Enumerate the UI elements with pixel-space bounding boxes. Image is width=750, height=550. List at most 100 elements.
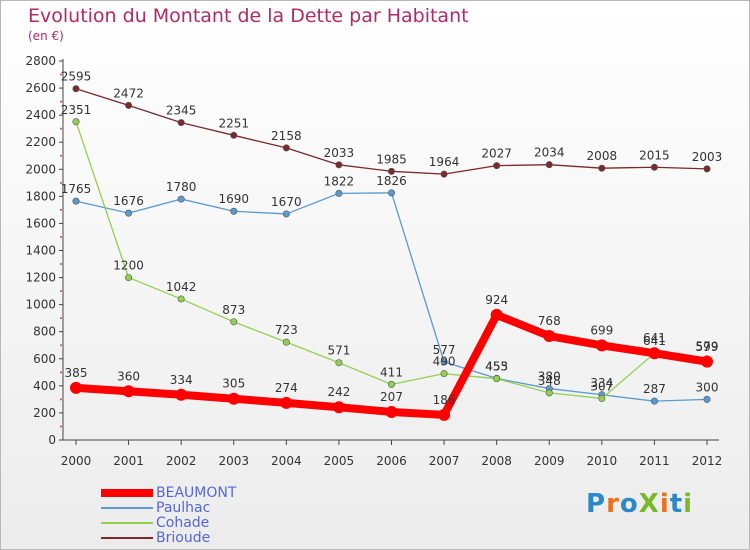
data-point-cohade bbox=[387, 380, 395, 388]
data-point-beaumont bbox=[543, 330, 556, 343]
data-label-brioude: 2033 bbox=[324, 146, 355, 160]
x-tick-label: 2000 bbox=[61, 454, 92, 468]
data-point-brioude bbox=[125, 101, 133, 109]
data-point-cohade bbox=[230, 318, 238, 326]
y-tick-label: 1400 bbox=[25, 244, 56, 258]
y-minor-tick bbox=[60, 371, 62, 374]
data-point-brioude bbox=[230, 131, 238, 139]
data-point-brioude bbox=[440, 170, 448, 178]
y-tick-label: 2400 bbox=[25, 108, 56, 122]
data-label-beaumont: 334 bbox=[170, 373, 193, 387]
y-tick-label: 200 bbox=[33, 406, 56, 420]
x-tick-label: 2002 bbox=[166, 454, 197, 468]
data-label-brioude: 1964 bbox=[429, 155, 460, 169]
data-label-cohade: 411 bbox=[380, 365, 403, 379]
legend-label-beaumont: BEAUMONT bbox=[156, 484, 237, 501]
data-label-paulhac: 1826 bbox=[376, 174, 407, 188]
data-point-cohade bbox=[440, 370, 448, 378]
data-label-beaumont: 360 bbox=[117, 369, 140, 383]
data-point-cohade bbox=[493, 375, 501, 383]
data-point-cohade bbox=[125, 274, 133, 282]
data-point-beaumont bbox=[438, 408, 451, 421]
data-label-cohade: 348 bbox=[538, 374, 561, 388]
y-minor-tick bbox=[60, 425, 62, 428]
y-tick-label: 600 bbox=[33, 352, 56, 366]
data-point-brioude bbox=[387, 167, 395, 175]
data-point-paulhac bbox=[230, 207, 238, 215]
data-label-paulhac: 1670 bbox=[271, 195, 302, 209]
logo-letter: r bbox=[606, 489, 620, 519]
data-point-paulhac bbox=[72, 197, 80, 205]
chart-title: Evolution du Montant de la Dette par Hab… bbox=[28, 5, 469, 27]
legend-swatch-beaumont bbox=[101, 488, 153, 497]
y-minor-tick bbox=[60, 290, 62, 293]
data-point-beaumont bbox=[332, 401, 345, 414]
data-label-cohade: 453 bbox=[485, 360, 508, 374]
data-label-beaumont: 579 bbox=[696, 340, 719, 354]
y-tick-label: 2000 bbox=[25, 162, 56, 176]
legend-swatch-paulhac bbox=[101, 506, 153, 509]
data-label-paulhac: 1690 bbox=[218, 192, 249, 206]
data-label-beaumont: 207 bbox=[380, 390, 403, 404]
data-label-brioude: 2015 bbox=[639, 148, 670, 162]
data-label-beaumont: 924 bbox=[485, 293, 508, 307]
data-label-beaumont: 242 bbox=[327, 385, 350, 399]
data-point-beaumont bbox=[227, 392, 240, 405]
legend-swatch-brioude bbox=[101, 536, 153, 539]
data-point-paulhac bbox=[177, 195, 185, 203]
data-label-beaumont: 641 bbox=[643, 331, 666, 345]
x-tick-label: 2007 bbox=[429, 454, 460, 468]
y-tick-label: 1200 bbox=[25, 271, 56, 285]
data-label-paulhac: 455 bbox=[485, 359, 508, 373]
y-tick-label: 2200 bbox=[25, 135, 56, 149]
data-label-paulhac: 1765 bbox=[61, 182, 92, 196]
data-label-brioude: 2008 bbox=[587, 149, 618, 163]
data-point-beaumont bbox=[490, 308, 503, 321]
logo-letter: i bbox=[683, 489, 694, 519]
x-tick-label: 2008 bbox=[481, 454, 512, 468]
logo-letter: t bbox=[669, 489, 684, 519]
legend-item-cohade: Cohade bbox=[101, 514, 236, 531]
data-label-cohade: 1042 bbox=[166, 280, 197, 294]
data-label-beaumont: 305 bbox=[222, 377, 245, 391]
data-point-brioude bbox=[282, 144, 290, 152]
legend-swatch-cohade bbox=[101, 521, 153, 524]
data-label-brioude: 2345 bbox=[166, 104, 197, 118]
data-point-paulhac bbox=[703, 395, 711, 403]
data-point-paulhac bbox=[650, 397, 658, 405]
data-label-beaumont: 274 bbox=[275, 381, 298, 395]
x-tick-label: 2004 bbox=[271, 454, 302, 468]
data-label-beaumont: 186 bbox=[433, 393, 456, 407]
data-point-brioude bbox=[72, 85, 80, 93]
data-point-paulhac bbox=[440, 358, 448, 366]
legend-label-brioude: Brioude bbox=[156, 529, 211, 546]
y-minor-tick bbox=[60, 344, 62, 347]
data-label-paulhac: 1780 bbox=[166, 180, 197, 194]
data-label-cohade: 873 bbox=[222, 303, 245, 317]
legend-item-brioude: Brioude bbox=[101, 529, 236, 546]
y-tick-label: 1000 bbox=[25, 298, 56, 312]
data-point-brioude bbox=[703, 165, 711, 173]
data-label-paulhac: 1822 bbox=[324, 174, 355, 188]
y-minor-tick bbox=[60, 398, 62, 401]
data-point-brioude bbox=[545, 161, 553, 169]
data-label-beaumont: 699 bbox=[590, 323, 613, 337]
data-point-cohade bbox=[177, 295, 185, 303]
data-point-cohade bbox=[598, 394, 606, 402]
logo-letter: P bbox=[586, 489, 607, 519]
y-minor-tick bbox=[60, 100, 62, 103]
legend: BEAUMONT Paulhac Cohade Brioude bbox=[101, 484, 237, 546]
data-label-paulhac: 300 bbox=[696, 380, 719, 394]
data-point-paulhac bbox=[387, 189, 395, 197]
y-minor-tick bbox=[60, 154, 62, 157]
data-label-brioude: 2158 bbox=[271, 129, 302, 143]
chart-subtitle: (en €) bbox=[28, 29, 64, 43]
data-label-cohade: 490 bbox=[433, 355, 456, 369]
legend-label-cohade: Cohade bbox=[156, 514, 210, 531]
legend-label-paulhac: Paulhac bbox=[156, 499, 211, 516]
data-point-brioude bbox=[493, 162, 501, 170]
data-label-brioude: 1985 bbox=[376, 152, 407, 166]
x-tick-label: 2009 bbox=[534, 454, 565, 468]
